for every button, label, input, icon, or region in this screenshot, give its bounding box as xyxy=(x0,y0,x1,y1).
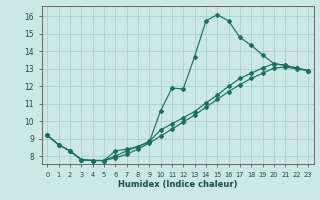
X-axis label: Humidex (Indice chaleur): Humidex (Indice chaleur) xyxy=(118,180,237,189)
